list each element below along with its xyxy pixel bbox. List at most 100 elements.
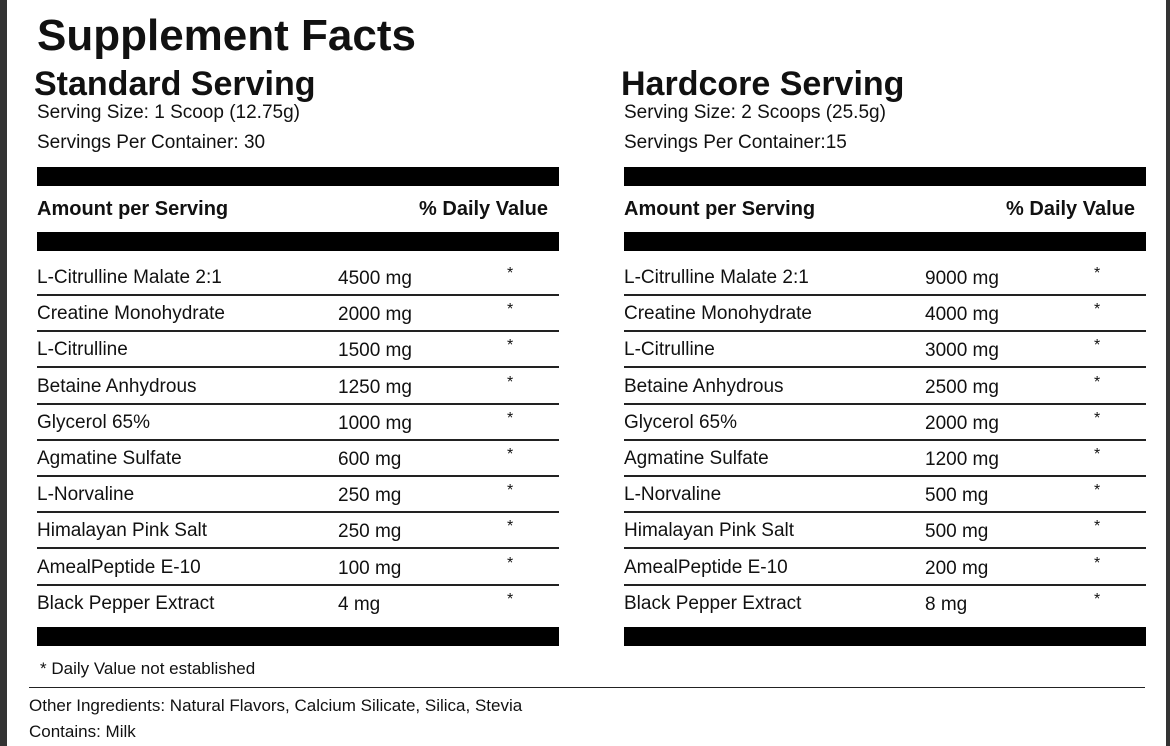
- daily-value: *: [507, 482, 514, 500]
- ingredient-name: AmealPeptide E-10: [624, 556, 788, 578]
- thick-rule: [624, 232, 1146, 251]
- footnote: * Daily Value not established: [40, 659, 256, 678]
- ingredient-name: Creatine Monohydrate: [624, 303, 812, 325]
- row-rule: [624, 366, 1146, 369]
- row-rule: [37, 330, 559, 333]
- row-rule: [37, 511, 559, 514]
- panel-heading: Standard Serving: [34, 65, 316, 103]
- ingredient-name: AmealPeptide E-10: [37, 556, 201, 578]
- daily-value: *: [1094, 446, 1101, 463]
- row-rule: [624, 402, 1146, 405]
- row-rule: [37, 438, 559, 441]
- daily-value: *: [1094, 518, 1101, 536]
- daily-value: *: [507, 265, 514, 282]
- daily-value: *: [1094, 301, 1101, 319]
- ingredient-name: Black Pepper Extract: [37, 592, 215, 614]
- ingredient-amount: 500 mg: [925, 521, 989, 543]
- daily-value: *: [507, 301, 514, 319]
- ingredient-amount: 250 mg: [338, 521, 402, 543]
- ingredient-amount: 600 mg: [338, 449, 402, 470]
- daily-value: *: [1094, 409, 1101, 427]
- ingredient-name: Glycerol 65%: [37, 411, 150, 433]
- thick-rule: [37, 232, 559, 251]
- daily-value: *: [1094, 265, 1101, 282]
- ingredient-amount: 1500 mg: [338, 340, 412, 362]
- ingredient-amount: 1200 mg: [925, 449, 999, 470]
- thick-rule: [624, 167, 1146, 186]
- row-rule: [37, 366, 559, 369]
- ingredient-amount: 250 mg: [338, 485, 402, 507]
- ingredient-name: Betaine Anhydrous: [624, 375, 784, 397]
- ingredient-amount: 4 mg: [338, 593, 381, 615]
- row-rule: [37, 475, 559, 477]
- daily-value: *: [1094, 482, 1101, 500]
- contains: Contains: Milk: [29, 722, 136, 741]
- row-rule: [624, 547, 1146, 550]
- ingredient-name: L-Norvaline: [624, 484, 722, 506]
- ingredient-name: Black Pepper Extract: [624, 592, 802, 614]
- servings-per-container: Servings Per Container:15: [624, 132, 847, 153]
- row-rule: [624, 438, 1146, 441]
- row-rule: [624, 330, 1146, 333]
- ingredient-name: L-Citrulline: [624, 339, 715, 361]
- daily-value: *: [1094, 554, 1101, 572]
- column-header: % Daily Value: [1006, 198, 1135, 220]
- thick-rule: [37, 167, 559, 186]
- row-rule: [37, 547, 559, 550]
- daily-value: *: [507, 409, 514, 427]
- ingredient-amount: 4500 mg: [338, 268, 412, 289]
- ingredient-amount: 2000 mg: [925, 412, 999, 434]
- ingredient-name: Agmatine Sulfate: [624, 448, 769, 469]
- column-header: % Daily Value: [419, 198, 548, 220]
- row-rule: [37, 583, 559, 586]
- ingredient-amount: 4000 mg: [925, 304, 999, 326]
- ingredient-amount: 200 mg: [925, 557, 989, 579]
- ingredient-name: Betaine Anhydrous: [37, 375, 197, 397]
- ingredient-amount: 2500 mg: [925, 376, 999, 398]
- daily-value: *: [1094, 590, 1101, 608]
- thick-rule: [624, 627, 1146, 646]
- other-ingredients: Other Ingredients: Natural Flavors, Calc…: [29, 696, 523, 715]
- ingredient-name: L-Citrulline Malate 2:1: [37, 267, 222, 288]
- servings-per-container: Servings Per Container: 30: [37, 132, 266, 153]
- daily-value: *: [507, 518, 514, 536]
- ingredient-name: L-Citrulline Malate 2:1: [624, 267, 809, 288]
- daily-value: *: [507, 373, 514, 391]
- row-rule: [624, 511, 1146, 514]
- ingredient-amount: 3000 mg: [925, 340, 999, 362]
- ingredient-name: Agmatine Sulfate: [37, 448, 182, 469]
- row-rule: [624, 583, 1146, 586]
- daily-value: *: [507, 554, 514, 572]
- ingredient-name: Himalayan Pink Salt: [37, 520, 208, 542]
- daily-value: *: [1094, 373, 1101, 391]
- daily-value: *: [507, 446, 514, 463]
- ingredient-name: Creatine Monohydrate: [37, 303, 225, 325]
- ingredient-name: Himalayan Pink Salt: [624, 520, 795, 542]
- row-rule: [624, 475, 1146, 477]
- daily-value: *: [507, 590, 514, 608]
- column-header: Amount per Serving: [624, 198, 816, 220]
- row-rule: [624, 294, 1146, 296]
- ingredient-name: L-Citrulline: [37, 339, 128, 361]
- ingredient-amount: 1250 mg: [338, 376, 412, 398]
- title: Supplement Facts: [37, 11, 416, 60]
- divider: [29, 687, 1145, 688]
- ingredient-amount: 9000 mg: [925, 268, 999, 289]
- daily-value: *: [507, 337, 514, 355]
- daily-value: *: [1094, 337, 1101, 355]
- ingredient-amount: 2000 mg: [338, 304, 412, 326]
- serving-size: Serving Size: 2 Scoops (25.5g): [624, 102, 886, 123]
- panel-heading: Hardcore Serving: [621, 65, 905, 103]
- ingredient-name: L-Norvaline: [37, 484, 135, 506]
- ingredient-amount: 500 mg: [925, 485, 989, 507]
- row-rule: [37, 402, 559, 405]
- serving-size: Serving Size: 1 Scoop (12.75g): [37, 102, 300, 123]
- column-header: Amount per Serving: [37, 198, 229, 220]
- ingredient-name: Glycerol 65%: [624, 411, 737, 433]
- ingredient-amount: 1000 mg: [338, 412, 412, 434]
- ingredient-amount: 8 mg: [925, 593, 968, 615]
- ingredient-amount: 100 mg: [338, 557, 402, 579]
- row-rule: [37, 294, 559, 296]
- thick-rule: [37, 627, 559, 646]
